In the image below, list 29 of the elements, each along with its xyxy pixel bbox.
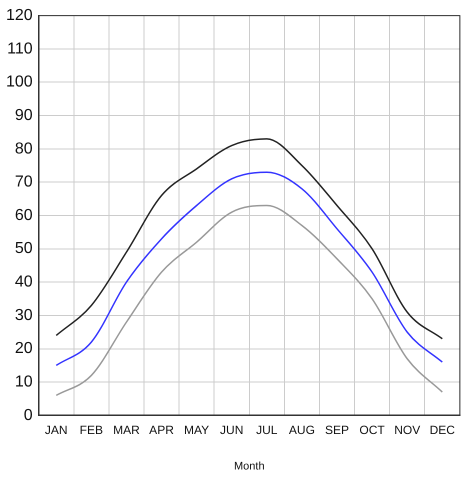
- y-tick-label: 100: [6, 74, 33, 91]
- y-tick-label: 30: [14, 306, 33, 324]
- x-tick-label: OCT: [359, 422, 386, 437]
- y-tick-label: 110: [7, 40, 33, 58]
- x-tick-label: JUN: [220, 422, 244, 437]
- y-tick-label: 60: [14, 206, 33, 224]
- x-tick-label: JUL: [256, 422, 278, 437]
- x-tick-label: AUG: [288, 422, 315, 437]
- y-tick-label: 10: [14, 373, 33, 390]
- x-tick-label: FEB: [80, 422, 104, 437]
- line-series: [55, 171, 444, 366]
- y-tick-label: 70: [14, 174, 33, 191]
- x-tick-label: MAR: [113, 422, 140, 437]
- line-series: [55, 138, 444, 340]
- y-tick-label: 0: [24, 406, 33, 424]
- x-axis-title: Month: [234, 460, 265, 472]
- y-tick-label: 20: [14, 340, 33, 358]
- y-tick-label: 120: [6, 7, 33, 24]
- y-tick-label: 80: [14, 140, 33, 158]
- line-series: [55, 204, 444, 396]
- x-tick-label: DEC: [430, 422, 456, 437]
- x-tick-label: JAN: [44, 422, 68, 437]
- x-tick-label: MAY: [184, 422, 210, 437]
- y-tick-label: 50: [14, 240, 33, 258]
- x-tick-label: SEP: [324, 422, 350, 437]
- x-tick-label: APR: [149, 422, 174, 437]
- x-tick-label: NOV: [394, 422, 420, 437]
- y-tick-label: 40: [14, 274, 33, 291]
- y-tick-label: 90: [14, 106, 33, 124]
